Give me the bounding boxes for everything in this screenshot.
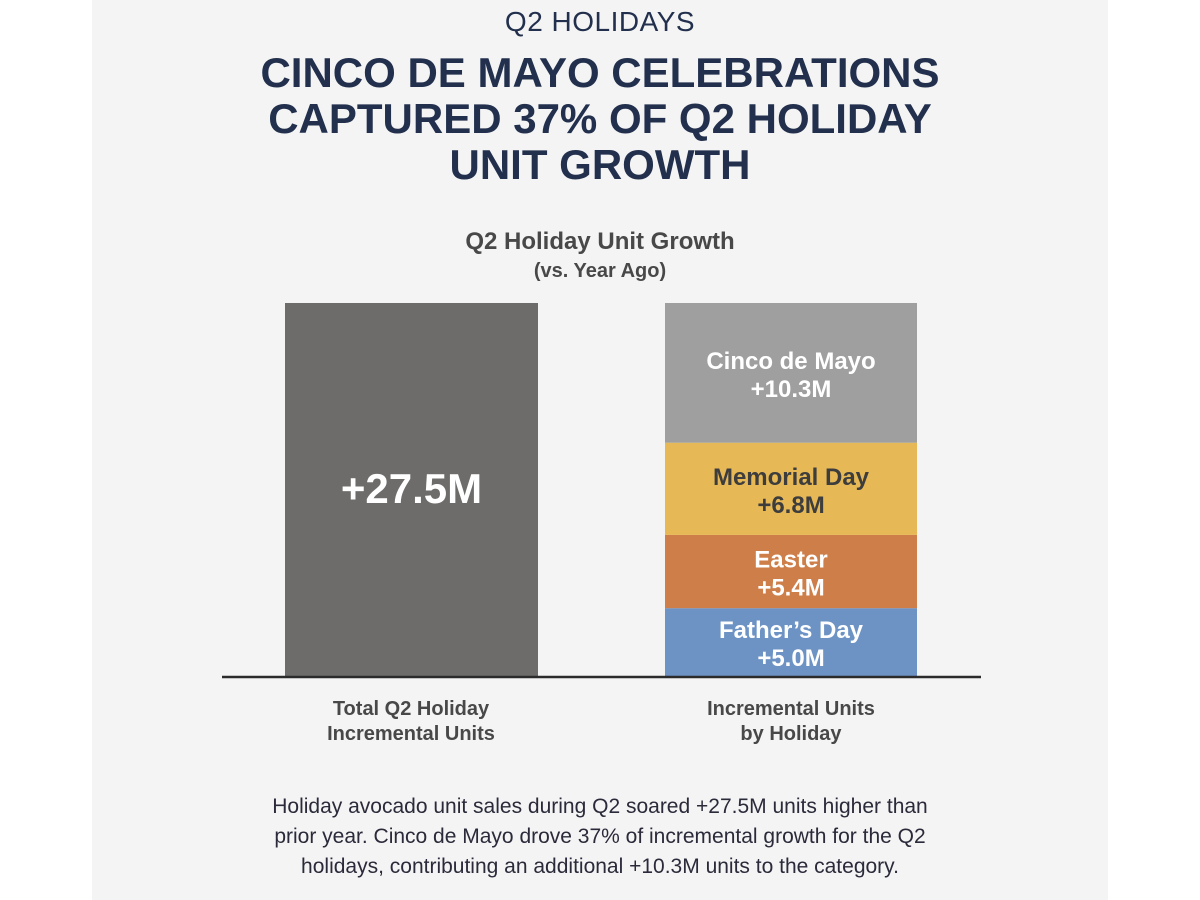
segment-value-label: +6.8M — [757, 492, 824, 519]
caption: Holiday avocado unit sales during Q2 soa… — [200, 792, 1000, 882]
x-axis-label-line: Total Q2 Holiday — [332, 698, 490, 720]
caption-line: prior year. Cinco de Mayo drove 37% of i… — [274, 825, 926, 848]
headline-line: UNIT GROWTH — [449, 141, 751, 188]
x-axis-label-line: Incremental Units — [327, 723, 495, 745]
chart-title: Q2 Holiday Unit Growth — [465, 228, 735, 255]
caption-line: holidays, contributing an additional +10… — [301, 855, 899, 878]
x-axis-label-total: Total Q2 Holiday Incremental Units — [261, 697, 561, 747]
x-axis-label-line: Incremental Units — [707, 698, 875, 720]
segment-value-label: +10.3M — [751, 376, 832, 403]
segment-name-label: Memorial Day — [713, 464, 870, 491]
segment-name-label: Cinco de Mayo — [706, 348, 875, 375]
segment-name-label: Easter — [754, 547, 827, 574]
bar-total-value-label: +27.5M — [341, 465, 482, 512]
headline: CINCO DE MAYO CELEBRATIONS CAPTURED 37% … — [0, 50, 1200, 188]
bar-segment-father-s-day — [665, 608, 917, 676]
segment-name-label: Father’s Day — [719, 617, 864, 644]
bar-segment-easter — [665, 534, 917, 609]
caption-line: Holiday avocado unit sales during Q2 soa… — [272, 795, 928, 818]
bar-segment-cinco-de-mayo — [665, 303, 917, 443]
bar-segment-memorial-day — [665, 442, 917, 535]
chart-subtitle: (vs. Year Ago) — [533, 260, 667, 282]
eyebrow-label: Q2 HOLIDAYS — [504, 6, 696, 37]
x-axis-label-line: by Holiday — [740, 723, 842, 745]
segment-value-label: +5.0M — [757, 645, 824, 672]
headline-line: CINCO DE MAYO CELEBRATIONS — [260, 49, 940, 96]
segment-value-label: +5.4M — [757, 575, 824, 602]
bar-total — [285, 303, 538, 676]
x-axis-label-by-holiday: Incremental Units by Holiday — [641, 697, 941, 747]
content-panel — [92, 0, 1108, 900]
headline-line: CAPTURED 37% OF Q2 HOLIDAY — [268, 95, 932, 142]
